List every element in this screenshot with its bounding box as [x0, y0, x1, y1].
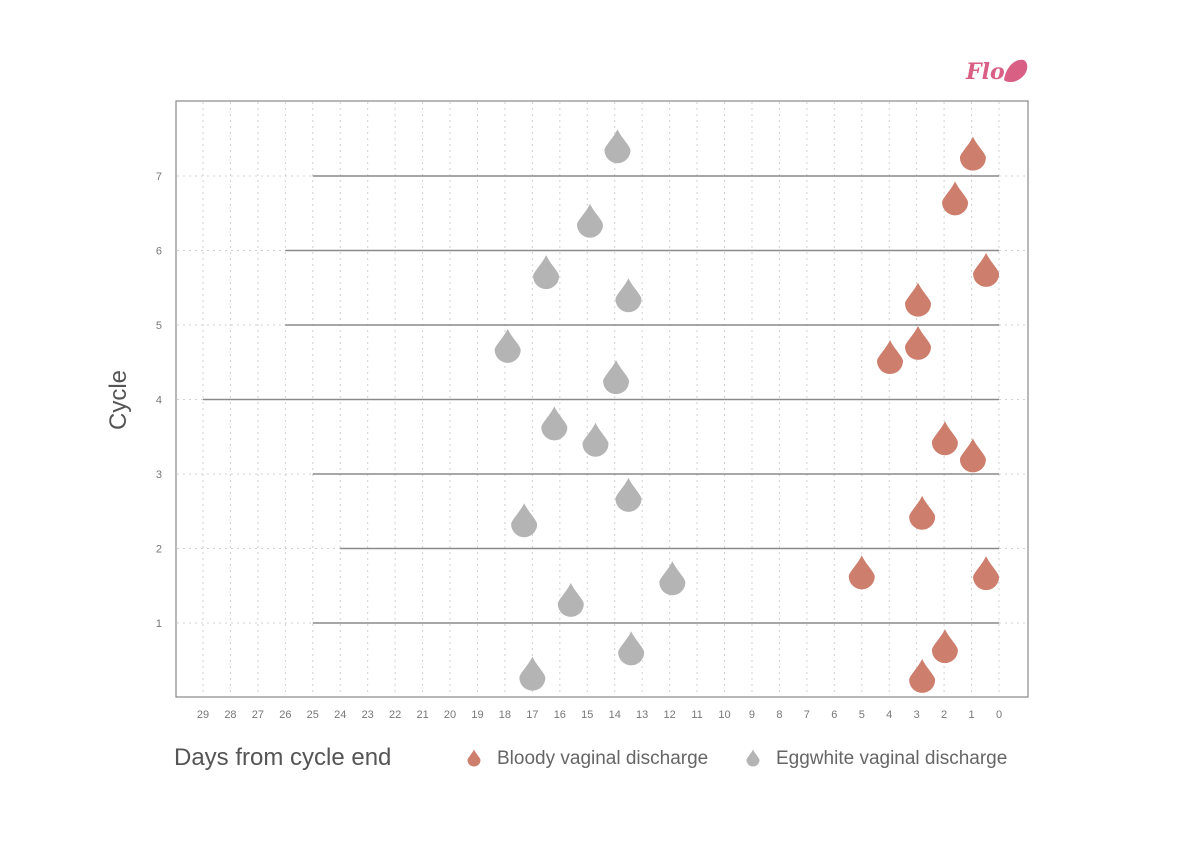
- bloody-discharge-drop: [909, 658, 936, 693]
- x-tick-label: 17: [526, 709, 538, 721]
- legend-drop-icon-bloody: [467, 749, 481, 767]
- bloody-discharge-drop: [905, 325, 932, 360]
- x-tick-label: 18: [499, 709, 511, 721]
- x-tick-label: 9: [749, 709, 755, 721]
- x-tick-label: 11: [691, 709, 702, 721]
- x-tick-label: 6: [831, 709, 837, 721]
- x-tick-label: 28: [224, 709, 236, 721]
- x-axis-label: Days from cycle end: [174, 744, 391, 771]
- legend-item-bloody: Bloody vaginal discharge: [467, 748, 708, 769]
- y-axis-label: Cycle: [105, 370, 132, 430]
- y-tick-label: 3: [156, 469, 162, 481]
- x-tick-label: 23: [362, 709, 374, 721]
- x-tick-label: 12: [663, 709, 675, 721]
- eggwhite-discharge-drop: [541, 406, 568, 441]
- bloody-discharge-drop: [959, 438, 986, 473]
- x-tick-label: 25: [307, 709, 319, 721]
- x-tick-label: 21: [416, 709, 428, 721]
- bloody-discharge-drop: [942, 181, 969, 216]
- eggwhite-discharge-drop: [604, 129, 631, 164]
- bloody-discharge-drop: [973, 556, 1000, 591]
- x-tick-label: 29: [197, 709, 209, 721]
- y-tick-label: 1: [156, 618, 162, 630]
- eggwhite-discharge-drop: [557, 582, 584, 617]
- bloody-discharge-drop: [909, 495, 936, 530]
- eggwhite-discharge-drop: [603, 360, 630, 395]
- y-tick-label: 2: [156, 544, 162, 556]
- x-tick-label: 0: [996, 709, 1002, 721]
- eggwhite-discharge-drop: [615, 278, 642, 313]
- bloody-discharge-drop: [905, 282, 932, 317]
- x-tick-label: 14: [609, 709, 621, 721]
- y-tick-label: 7: [156, 171, 162, 183]
- eggwhite-discharge-drop: [615, 477, 642, 512]
- x-tick-label: 22: [389, 709, 401, 721]
- bloody-discharge-drop: [959, 136, 986, 171]
- x-tick-label: 27: [252, 709, 264, 721]
- bloody-discharge-drop: [848, 555, 875, 590]
- bloody-discharge-drop: [931, 421, 958, 456]
- x-tick-label: 8: [776, 709, 782, 721]
- x-tick-label: 16: [554, 709, 566, 721]
- legend: Bloody vaginal discharge Eggwhite vagina…: [467, 748, 1007, 769]
- eggwhite-discharge-drop: [659, 561, 686, 596]
- plot-area: [175, 100, 1029, 698]
- bloody-discharge-drop: [877, 340, 904, 375]
- bloody-discharge-drop: [973, 252, 1000, 287]
- flo-logo: Flo: [965, 59, 1028, 85]
- x-tick-label: 5: [859, 709, 865, 721]
- eggwhite-discharge-drop: [533, 255, 560, 290]
- eggwhite-discharge-drop: [519, 656, 546, 691]
- eggwhite-discharge-drop: [577, 203, 604, 238]
- y-tick-label: 5: [156, 320, 162, 332]
- feather-icon: [1004, 59, 1028, 83]
- legend-drop-icon-eggwhite: [746, 749, 760, 767]
- x-tick-label: 15: [581, 709, 593, 721]
- x-tick-label: 2: [941, 709, 947, 721]
- y-tick-label: 4: [156, 395, 162, 407]
- x-tick-label: 1: [968, 709, 974, 721]
- x-tick-label: 10: [718, 709, 730, 721]
- x-tick-label: 3: [914, 709, 920, 721]
- x-tick-label: 4: [886, 709, 892, 721]
- x-tick-label: 24: [334, 709, 346, 721]
- x-tick-label: 19: [471, 709, 483, 721]
- x-tick-label: 7: [804, 709, 810, 721]
- x-tick-label: 26: [279, 709, 291, 721]
- bloody-discharge-drop: [931, 629, 958, 664]
- eggwhite-discharge-drop: [511, 503, 538, 538]
- eggwhite-discharge-drop: [618, 631, 645, 666]
- eggwhite-discharge-drop: [494, 328, 521, 363]
- eggwhite-discharge-drop: [582, 422, 609, 457]
- y-tick-label: 6: [156, 246, 162, 258]
- legend-label-eggwhite: Eggwhite vaginal discharge: [776, 748, 1007, 769]
- x-tick-label: 13: [636, 709, 648, 721]
- logo-text: Flo: [965, 59, 1005, 85]
- x-tick-label: 20: [444, 709, 456, 721]
- legend-item-eggwhite: Eggwhite vaginal discharge: [746, 748, 1007, 769]
- legend-label-bloody: Bloody vaginal discharge: [497, 748, 708, 769]
